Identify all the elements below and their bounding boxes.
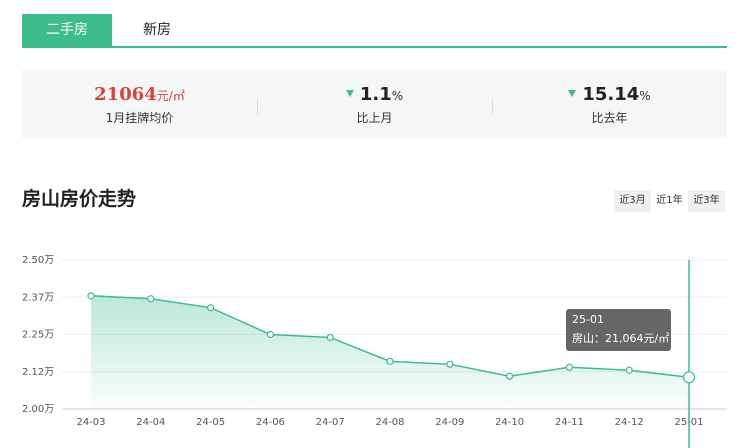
point xyxy=(386,357,394,365)
range-button[interactable]: 近3年 xyxy=(688,190,725,212)
y-tick-label: 2.12万 xyxy=(22,367,54,378)
point xyxy=(87,292,95,300)
x-tick-label: 24-07 xyxy=(316,417,345,428)
range-buttons: 近3月 近1年 近3年 xyxy=(614,190,725,212)
x-tick-label: 24-06 xyxy=(256,417,285,428)
separator xyxy=(492,98,493,114)
x-tick-label: 24-09 xyxy=(435,417,464,428)
down-icon xyxy=(568,90,577,97)
range-button[interactable]: 近3月 xyxy=(614,190,651,212)
stat-value: 1.1 xyxy=(359,84,392,105)
point xyxy=(147,295,155,303)
stat: 21064元/㎡ 1月挂牌均价 xyxy=(22,84,257,126)
chart-title: 房山房价走势 xyxy=(22,188,137,210)
stats-panel: 21064元/㎡ 1月挂牌均价 1.1% 比上月 15.14% 比去年 xyxy=(22,70,727,138)
stat-unit: % xyxy=(391,89,404,103)
stat: 1.1% 比上月 xyxy=(257,84,492,126)
y-tick-label: 2.00万 xyxy=(22,404,54,415)
tab[interactable]: 二手房 xyxy=(22,14,112,46)
x-tick-label: 24-03 xyxy=(76,417,105,428)
point xyxy=(625,366,633,374)
point xyxy=(506,372,514,380)
stat-value: 21064 xyxy=(94,84,157,105)
stat-unit: % xyxy=(639,89,651,103)
tooltip-box xyxy=(566,309,671,351)
x-tick-label: 24-05 xyxy=(196,417,225,428)
stat: 15.14% 比去年 xyxy=(492,84,727,126)
point xyxy=(266,330,274,339)
tabs: 二手房 新房 xyxy=(22,14,727,48)
y-tick-label: 2.50万 xyxy=(22,255,54,266)
point xyxy=(565,363,574,371)
stat-label: 比去年 xyxy=(591,111,628,125)
separator xyxy=(257,98,258,114)
stat-label: 1月挂牌均价 xyxy=(105,111,174,125)
x-tick-label: 24-12 xyxy=(615,417,644,428)
y-tick-label: 2.25万 xyxy=(22,330,54,341)
tab[interactable]: 新房 xyxy=(143,22,171,38)
down-icon xyxy=(345,90,354,97)
range-button[interactable]: 近1年 xyxy=(651,190,688,212)
point xyxy=(682,371,696,384)
area xyxy=(91,295,689,409)
stat-unit: 元/㎡ xyxy=(156,89,185,103)
stat-label: 比上月 xyxy=(356,111,393,125)
y-tick-label: 2.37万 xyxy=(22,292,54,303)
point xyxy=(326,333,334,342)
x-tick-label: 24-11 xyxy=(555,417,584,428)
x-tick-label: 24-04 xyxy=(136,417,165,428)
x-tick-label: 24-08 xyxy=(375,417,404,428)
stat-value: 15.14 xyxy=(582,84,640,105)
x-tick-label: 24-10 xyxy=(495,417,524,428)
tooltip-title: 25-01 xyxy=(572,313,604,326)
point xyxy=(207,304,215,312)
tooltip-text: 房山：21,064元/㎡ xyxy=(572,332,669,345)
point xyxy=(446,360,454,368)
